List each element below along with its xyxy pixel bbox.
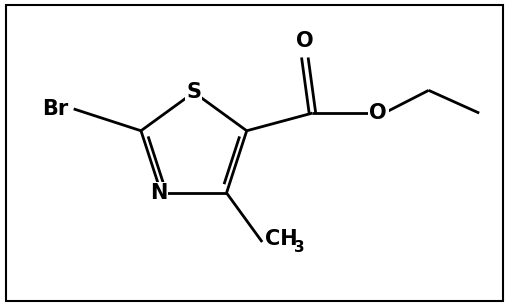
Text: 3: 3 — [294, 240, 304, 255]
Text: CH: CH — [265, 230, 297, 249]
Text: S: S — [186, 82, 202, 102]
Text: O: O — [296, 32, 314, 51]
Text: N: N — [150, 183, 167, 203]
Text: O: O — [370, 103, 387, 123]
Text: Br: Br — [42, 99, 69, 119]
